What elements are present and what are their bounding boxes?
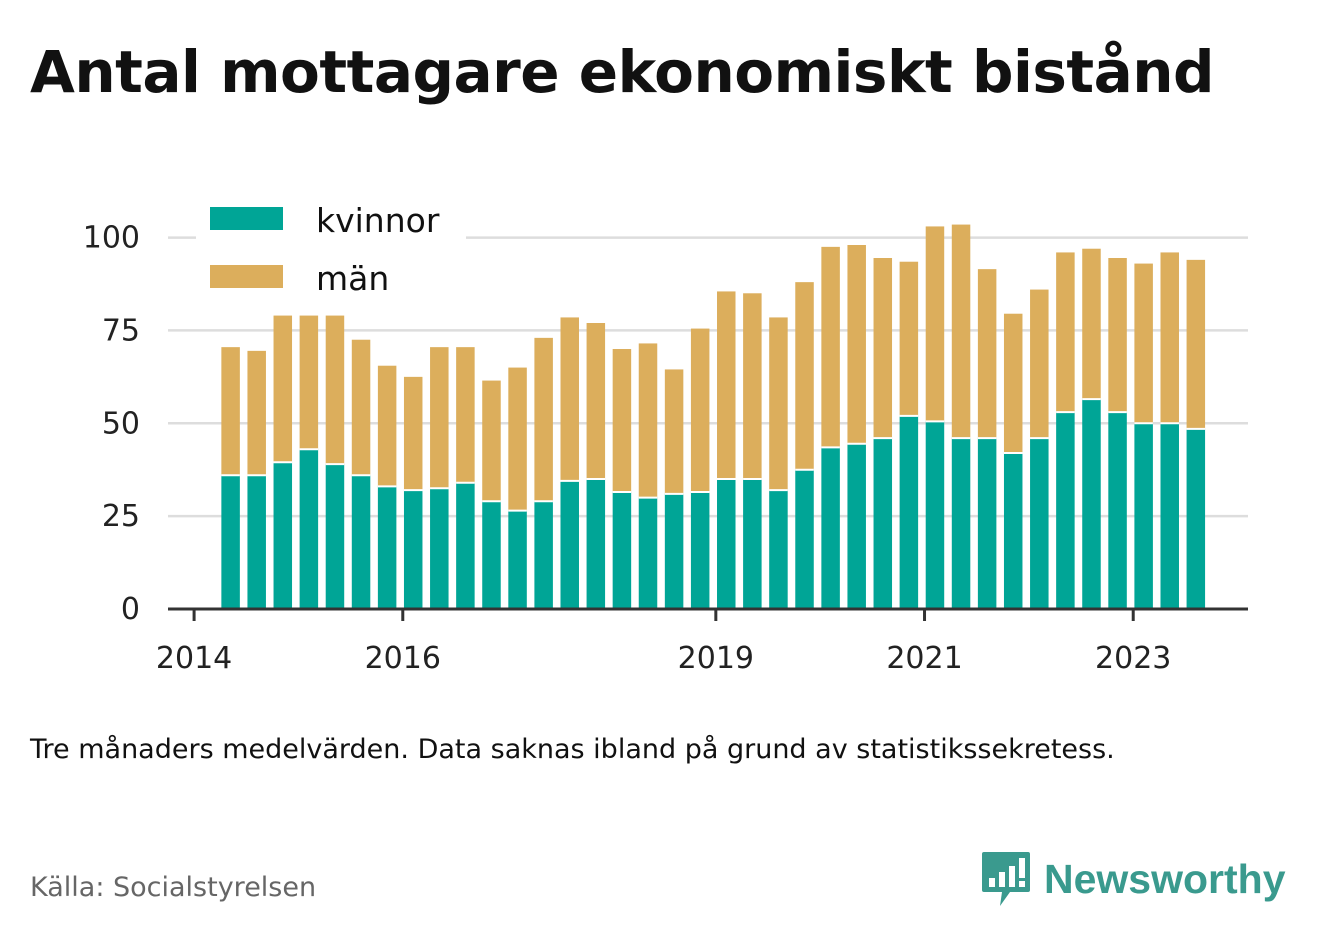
- bar-kvinnor: [769, 490, 788, 609]
- bar-kvinnor: [717, 479, 736, 609]
- bar-kvinnor: [847, 443, 866, 609]
- bar-kvinnor: [873, 438, 893, 609]
- y-tick-label: 50: [102, 406, 140, 441]
- x-tick-label: 2023: [1095, 641, 1171, 676]
- bar-man: [560, 317, 579, 481]
- chart-speech-bubble-icon: [982, 852, 1030, 906]
- stacked-bar-chart: 0 25 50 75 100 kvinnor män 2014 2016 2019 2021 2023: [83, 201, 1248, 676]
- bar-kvinnor: [664, 493, 684, 609]
- legend-label: män: [316, 259, 389, 298]
- y-tick-label: 0: [121, 592, 140, 627]
- bar-man: [1186, 259, 1206, 429]
- bar-kvinnor: [795, 469, 814, 609]
- bar-kvinnor: [612, 492, 632, 609]
- bar-kvinnor: [1186, 428, 1206, 609]
- bar-kvinnor: [977, 438, 997, 609]
- bar-kvinnor: [951, 438, 971, 609]
- bar-kvinnor: [299, 449, 319, 609]
- bar-man: [534, 337, 553, 502]
- bar-man: [456, 347, 475, 483]
- bar-man: [1030, 289, 1049, 439]
- bar-man: [325, 315, 345, 465]
- bar-man: [612, 349, 632, 492]
- bar-man: [299, 315, 319, 450]
- bar-kvinnor: [534, 501, 553, 609]
- bar-man: [795, 282, 814, 470]
- bar-man: [273, 315, 293, 463]
- bar-man: [821, 246, 840, 448]
- bar-man: [1082, 248, 1101, 400]
- bar-man: [847, 245, 866, 444]
- bar-man: [743, 293, 762, 479]
- bar-kvinnor: [247, 475, 266, 609]
- bar-kvinnor: [403, 490, 423, 609]
- bar-kvinnor: [899, 415, 919, 609]
- legend-swatch: [210, 265, 283, 288]
- bar-kvinnor: [351, 475, 371, 609]
- bar-kvinnor: [1108, 412, 1127, 609]
- bar-man: [482, 380, 501, 502]
- legend-label: kvinnor: [316, 201, 440, 240]
- brand-logo[interactable]: Newsworthy: [980, 850, 1286, 908]
- bar-kvinnor: [430, 488, 449, 609]
- bar-man: [1160, 252, 1179, 424]
- y-tick-label: 100: [83, 221, 140, 256]
- x-tick-label: 2019: [678, 641, 754, 676]
- bar-kvinnor: [273, 462, 293, 609]
- bar-kvinnor: [1082, 399, 1101, 609]
- bar-man: [1056, 252, 1075, 413]
- bar-man: [1108, 258, 1127, 413]
- bar-kvinnor: [377, 486, 397, 609]
- bar-kvinnor: [325, 464, 345, 609]
- chart-note: Tre månaders medelvärden. Data saknas ib…: [30, 734, 1115, 765]
- bar-man: [717, 291, 736, 479]
- bar-kvinnor: [638, 497, 658, 609]
- bar-kvinnor: [743, 479, 762, 609]
- bar-kvinnor: [690, 492, 710, 609]
- bar-kvinnor: [482, 501, 501, 609]
- bar-man: [690, 328, 710, 492]
- x-tick-label: 2016: [365, 641, 441, 676]
- bar-man: [403, 376, 423, 491]
- bar-kvinnor: [1160, 423, 1179, 609]
- bar-kvinnor: [1056, 412, 1075, 609]
- bar-man: [1003, 313, 1023, 453]
- bar-man: [247, 350, 266, 476]
- bar-man: [664, 369, 684, 494]
- bar-man: [1134, 263, 1153, 424]
- legend-swatch: [210, 207, 283, 230]
- bar-man: [430, 347, 449, 489]
- bar-man: [873, 258, 893, 439]
- bar-kvinnor: [221, 475, 240, 609]
- bar-kvinnor: [1030, 438, 1049, 609]
- y-tick-label: 25: [102, 499, 140, 534]
- bar-kvinnor: [821, 447, 840, 609]
- chart-title: Antal mottagare ekonomiskt bistånd: [30, 38, 1215, 106]
- bar-kvinnor: [586, 479, 606, 609]
- y-tick-label: 75: [102, 313, 140, 348]
- bar-man: [925, 226, 945, 422]
- bar-man: [351, 339, 371, 476]
- bar-man: [638, 343, 658, 498]
- bar-kvinnor: [560, 480, 579, 609]
- bar-kvinnor: [925, 421, 945, 609]
- x-tick-label: 2021: [886, 641, 962, 676]
- bar-man: [977, 269, 997, 439]
- bar-man: [899, 261, 919, 416]
- bar-kvinnor: [1134, 423, 1153, 609]
- bar-man: [769, 317, 788, 491]
- source-text: Källa: Socialstyrelsen: [30, 872, 317, 903]
- bar-man: [377, 365, 397, 487]
- brand-name: Newsworthy: [1044, 855, 1286, 902]
- bar-kvinnor: [508, 510, 527, 609]
- x-tick-label: 2014: [156, 641, 232, 676]
- bar-man: [586, 323, 606, 479]
- bar-kvinnor: [1003, 453, 1023, 609]
- bar-man: [221, 347, 240, 476]
- bar-man: [951, 224, 971, 439]
- bar-kvinnor: [456, 482, 475, 609]
- bar-man: [508, 367, 527, 511]
